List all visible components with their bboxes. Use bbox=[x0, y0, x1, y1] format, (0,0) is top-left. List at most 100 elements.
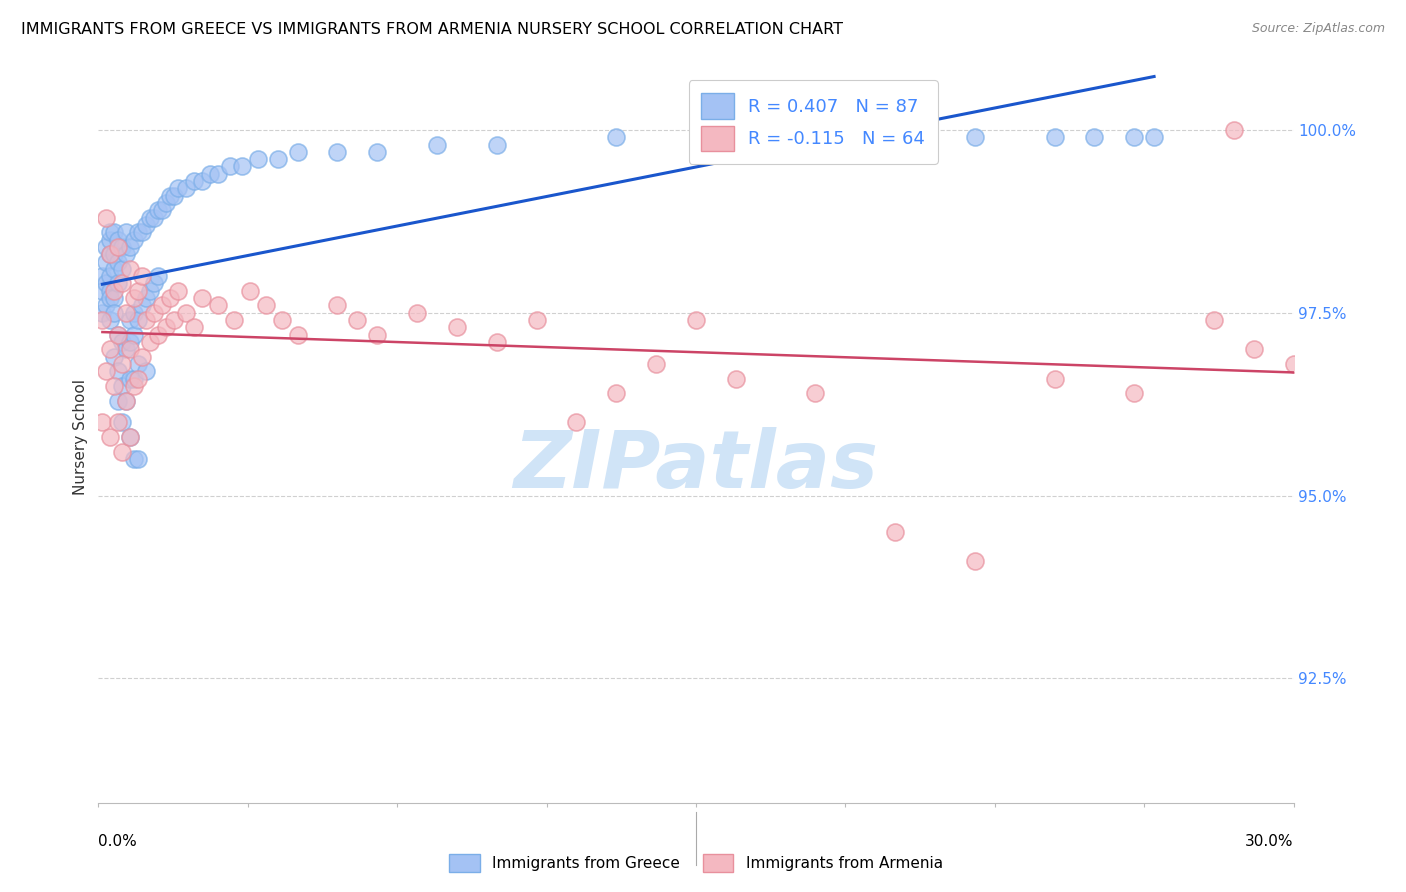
Point bbox=[270, 313, 292, 327]
Point bbox=[100, 313, 122, 327]
Point bbox=[107, 416, 129, 430]
Point bbox=[135, 291, 157, 305]
Point bbox=[96, 254, 118, 268]
Point bbox=[254, 298, 277, 312]
Point bbox=[111, 334, 134, 349]
Point bbox=[111, 240, 134, 254]
Point bbox=[111, 277, 134, 291]
Point bbox=[100, 269, 122, 284]
Point bbox=[366, 145, 388, 159]
Point bbox=[150, 298, 173, 312]
Point bbox=[1282, 357, 1305, 371]
Point bbox=[103, 225, 125, 239]
Point bbox=[127, 452, 149, 467]
Point bbox=[326, 298, 349, 312]
Point bbox=[1202, 313, 1225, 327]
Point bbox=[107, 327, 129, 342]
Point bbox=[120, 261, 142, 276]
Point bbox=[231, 160, 253, 174]
Point bbox=[207, 298, 229, 312]
Point bbox=[163, 313, 186, 327]
Point bbox=[963, 554, 986, 568]
Point bbox=[100, 225, 122, 239]
Text: IMMIGRANTS FROM GREECE VS IMMIGRANTS FROM ARMENIA NURSERY SCHOOL CORRELATION CHA: IMMIGRANTS FROM GREECE VS IMMIGRANTS FRO… bbox=[21, 22, 844, 37]
Point bbox=[103, 247, 125, 261]
Point bbox=[963, 130, 986, 145]
Legend: Immigrants from Greece, Immigrants from Armenia: Immigrants from Greece, Immigrants from … bbox=[441, 846, 950, 880]
Text: 0.0%: 0.0% bbox=[98, 834, 138, 849]
Point bbox=[1123, 130, 1146, 145]
Point bbox=[159, 188, 181, 202]
Point bbox=[100, 343, 122, 357]
Point bbox=[239, 284, 262, 298]
Point bbox=[326, 145, 349, 159]
Point bbox=[100, 247, 122, 261]
Point bbox=[91, 306, 114, 320]
Point bbox=[131, 298, 153, 312]
Point bbox=[127, 284, 149, 298]
Point bbox=[103, 350, 125, 364]
Point bbox=[107, 240, 129, 254]
Point bbox=[167, 284, 190, 298]
Point bbox=[124, 379, 146, 393]
Text: Source: ZipAtlas.com: Source: ZipAtlas.com bbox=[1251, 22, 1385, 36]
Point bbox=[724, 130, 747, 145]
Point bbox=[120, 430, 142, 444]
Point bbox=[115, 306, 138, 320]
Point bbox=[605, 130, 627, 145]
Point bbox=[100, 284, 122, 298]
Point bbox=[139, 284, 162, 298]
Point bbox=[406, 306, 429, 320]
Point bbox=[120, 430, 142, 444]
Point bbox=[246, 152, 269, 166]
Point bbox=[131, 350, 153, 364]
Point bbox=[163, 188, 186, 202]
Point bbox=[191, 291, 214, 305]
Point bbox=[1143, 130, 1166, 145]
Point bbox=[685, 313, 707, 327]
Point bbox=[103, 291, 125, 305]
Point bbox=[222, 313, 245, 327]
Point bbox=[96, 211, 118, 225]
Point bbox=[565, 416, 588, 430]
Point bbox=[1043, 371, 1066, 385]
Point bbox=[645, 357, 668, 371]
Point bbox=[346, 313, 368, 327]
Point bbox=[107, 277, 129, 291]
Point bbox=[124, 452, 146, 467]
Point bbox=[120, 334, 142, 349]
Point bbox=[96, 298, 118, 312]
Point bbox=[127, 357, 149, 371]
Point bbox=[111, 261, 134, 276]
Point bbox=[91, 313, 114, 327]
Point bbox=[804, 386, 827, 401]
Point bbox=[219, 160, 242, 174]
Point bbox=[115, 343, 138, 357]
Point bbox=[191, 174, 214, 188]
Point bbox=[366, 327, 388, 342]
Point bbox=[124, 306, 146, 320]
Point bbox=[107, 254, 129, 268]
Text: ZIPatlas: ZIPatlas bbox=[513, 427, 879, 506]
Point bbox=[115, 247, 138, 261]
Point bbox=[96, 364, 118, 378]
Point bbox=[135, 364, 157, 378]
Point bbox=[115, 393, 138, 408]
Point bbox=[127, 313, 149, 327]
Point bbox=[446, 320, 468, 334]
Point bbox=[287, 327, 309, 342]
Point bbox=[91, 269, 114, 284]
Point bbox=[159, 291, 181, 305]
Point bbox=[107, 393, 129, 408]
Point bbox=[91, 416, 114, 430]
Point bbox=[844, 130, 866, 145]
Point bbox=[1222, 123, 1246, 137]
Point bbox=[115, 393, 138, 408]
Point bbox=[107, 233, 129, 247]
Point bbox=[111, 444, 134, 458]
Point bbox=[174, 181, 197, 195]
Point bbox=[120, 343, 142, 357]
Point bbox=[1243, 343, 1265, 357]
Point bbox=[267, 152, 290, 166]
Point bbox=[100, 430, 122, 444]
